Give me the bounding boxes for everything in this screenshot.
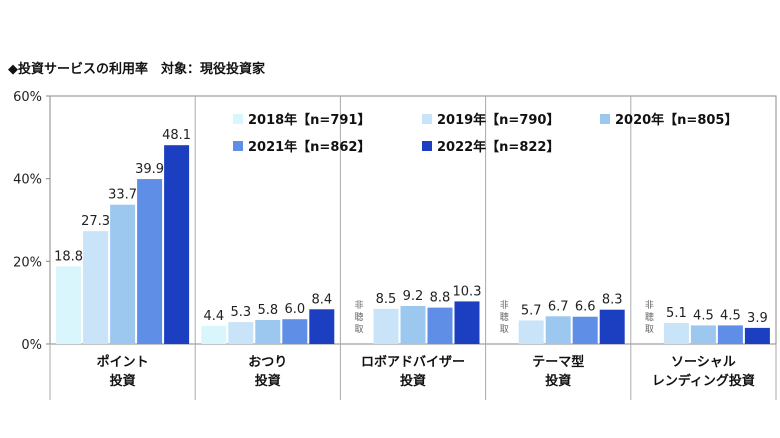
data-label: 5.3 [230, 305, 251, 320]
bar [717, 325, 743, 344]
not-surveyed-label: 非 [500, 299, 509, 311]
data-label: 3.9 [747, 311, 768, 326]
category-label: 投資 [255, 373, 281, 389]
legend-swatch [600, 114, 610, 124]
category-label: ポイント [97, 354, 149, 370]
bar [545, 316, 571, 344]
bar [56, 266, 82, 344]
bar [690, 325, 716, 344]
category-label: 投資 [110, 373, 136, 389]
not-surveyed-label: 聴 [500, 312, 509, 323]
data-label: 8.8 [430, 291, 451, 306]
bar [427, 307, 453, 344]
data-label: 10.3 [453, 284, 482, 299]
data-label: 4.5 [693, 308, 714, 323]
legend-label: 2020年【n=805】 [615, 112, 737, 128]
data-label: 4.5 [720, 308, 741, 323]
bar [83, 231, 109, 344]
chart-title: ◆投資サービスの利用率 対象：現役投資家 [8, 62, 265, 77]
legend-swatch [422, 114, 432, 124]
bar [110, 204, 136, 344]
bar [201, 325, 227, 344]
legend-label: 2022年【n=822】 [437, 139, 559, 155]
bar [518, 320, 544, 344]
data-label: 9.2 [403, 289, 424, 304]
bar [228, 322, 254, 344]
data-label: 5.8 [257, 303, 278, 318]
y-tick-label: 60% [13, 90, 42, 105]
category-label: ソーシャル [671, 355, 736, 370]
data-label: 6.0 [284, 302, 305, 317]
not-surveyed-label: 非 [645, 299, 654, 311]
data-label: 5.7 [521, 303, 542, 318]
y-tick-label: 0% [21, 338, 42, 353]
bar [454, 301, 480, 344]
data-label: 27.3 [81, 214, 110, 229]
bar [599, 309, 625, 344]
bar [373, 308, 399, 344]
data-label: 8.3 [602, 293, 623, 308]
category-label: 投資 [400, 373, 426, 389]
category-label: ロボアドバイザー [361, 354, 465, 370]
bar [255, 320, 281, 344]
not-surveyed-label: 取 [354, 324, 363, 335]
category-label: テーマ型 [532, 354, 584, 370]
category-label: レンディング投資 [652, 373, 755, 389]
not-surveyed-label: 取 [645, 324, 654, 335]
legend-label: 2021年【n=862】 [248, 139, 370, 155]
data-label: 48.1 [162, 128, 191, 143]
legend-swatch [233, 141, 243, 151]
category-label: 投資 [545, 373, 571, 389]
data-label: 5.1 [666, 306, 687, 321]
bar [400, 305, 426, 344]
legend-label: 2019年【n=790】 [437, 112, 559, 128]
y-tick-label: 40% [13, 173, 42, 188]
bar [164, 145, 190, 344]
data-label: 6.6 [575, 300, 596, 315]
not-surveyed-label: 聴 [645, 312, 654, 323]
legend-label: 2018年【n=791】 [248, 112, 370, 128]
data-label: 39.9 [135, 162, 164, 177]
data-label: 8.5 [376, 292, 397, 307]
not-surveyed-label: 聴 [354, 312, 363, 323]
legend-swatch [233, 114, 243, 124]
data-label: 4.4 [203, 309, 224, 324]
data-label: 6.7 [548, 299, 569, 314]
bar [282, 319, 308, 344]
bar [137, 179, 163, 344]
bar [309, 309, 335, 344]
not-surveyed-label: 非 [354, 299, 363, 311]
bar [572, 316, 598, 344]
category-label: おつり [248, 355, 287, 370]
legend-swatch [422, 141, 432, 151]
data-label: 18.8 [54, 249, 83, 264]
bar [744, 327, 770, 344]
bar [663, 322, 689, 344]
not-surveyed-label: 取 [500, 324, 509, 335]
data-label: 33.7 [108, 188, 137, 203]
y-tick-label: 20% [13, 255, 42, 270]
data-label: 8.4 [311, 292, 332, 307]
